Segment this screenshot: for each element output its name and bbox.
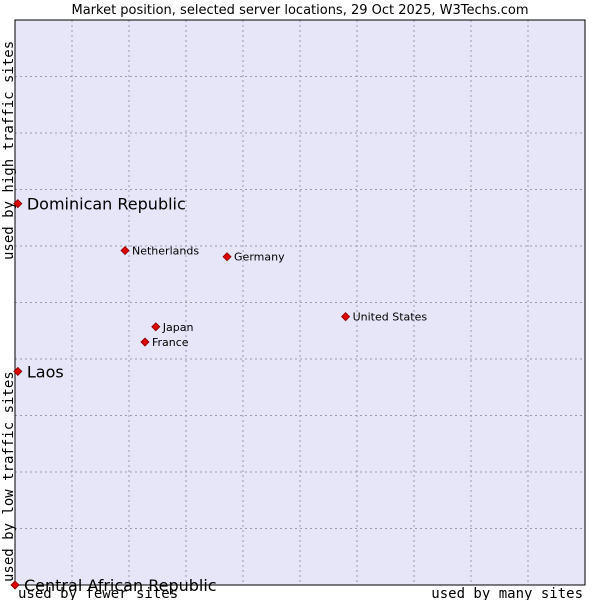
- data-point-marker[interactable]: [120, 245, 130, 256]
- data-point-label: United States: [353, 311, 428, 324]
- data-point-marker[interactable]: [13, 366, 23, 376]
- data-point-label: Netherlands: [132, 245, 199, 258]
- data-points: Dominican Republic Laos Central African Re…: [10, 195, 428, 595]
- chart-title: Market position, selected server locatio…: [71, 3, 528, 18]
- data-point-marker[interactable]: [13, 199, 23, 209]
- data-point-marker[interactable]: [10, 580, 20, 590]
- data-point-marker[interactable]: [222, 252, 232, 262]
- grid: [15, 20, 585, 585]
- data-point-marker[interactable]: [140, 337, 150, 347]
- y-axis-label-low: used by low traffic sites: [1, 371, 17, 582]
- data-point-marker[interactable]: [151, 322, 161, 332]
- data-point-label: Germany: [234, 251, 285, 264]
- y-axis-label-high: used by high traffic sites: [1, 41, 17, 260]
- data-point-label: Central African Republic: [24, 576, 217, 595]
- data-point-label: France: [152, 336, 189, 349]
- x-axis-label-low: used by fewer sites: [18, 586, 178, 600]
- data-point-label: Laos: [27, 362, 64, 381]
- plot-border: [14, 19, 586, 586]
- data-point-label: Japan: [162, 321, 194, 334]
- x-axis-label-high: used by many sites: [431, 586, 583, 600]
- data-point-label: Dominican Republic: [27, 195, 186, 214]
- data-point-marker[interactable]: [341, 312, 351, 322]
